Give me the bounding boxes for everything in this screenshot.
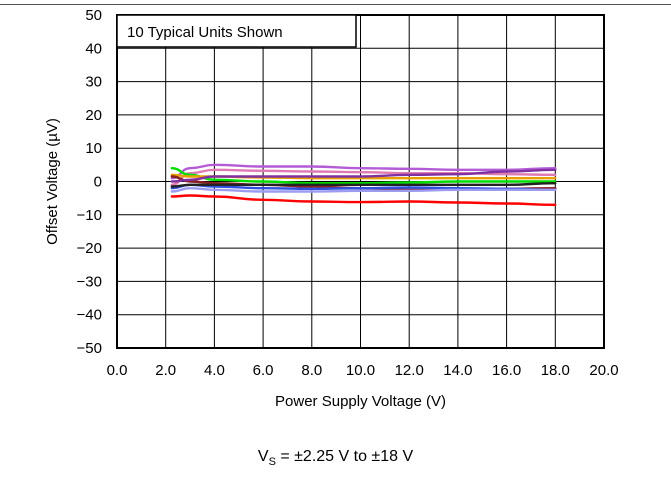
- y-tick-label: 20: [85, 107, 102, 124]
- series-line-8: [170, 187, 557, 193]
- y-tick-label: −40: [77, 307, 102, 324]
- top-rule: [0, 4, 671, 5]
- y-tick-label: 40: [85, 40, 102, 57]
- y-axis-label: Offset Voltage (µV): [44, 118, 61, 245]
- x-tick-label: 18.0: [541, 362, 570, 379]
- y-tick-label: −10: [77, 207, 102, 224]
- x-tick-label: 0.0: [107, 362, 128, 379]
- y-tick-label: 0: [94, 174, 102, 191]
- annotation-text: 10 Typical Units Shown: [127, 24, 283, 41]
- series-line-1: [170, 194, 557, 206]
- series-lines: [170, 163, 557, 206]
- annotation-box: 10 Typical Units Shown: [116, 14, 357, 48]
- series-line-5: [170, 173, 557, 180]
- y-tick-labels: −50 −40 −30 −20 −10 0 10 20 30 40 50: [77, 7, 102, 357]
- series-line-10: [170, 182, 557, 188]
- x-tick-label: 12.0: [395, 362, 424, 379]
- x-tick-label: 6.0: [253, 362, 274, 379]
- x-tick-label: 14.0: [443, 362, 472, 379]
- x-tick-label: 10.0: [346, 362, 375, 379]
- offset-voltage-chart: 10 Typical Units Shown 0.0 2.0 4.0 6.0 8.0 10…: [44, 7, 619, 410]
- x-axis-label: Power Supply Voltage (V): [275, 393, 446, 410]
- y-tick-label: 30: [85, 74, 102, 91]
- series-line-9: [170, 168, 557, 183]
- series-line-2: [170, 163, 557, 180]
- supply-voltage-note: VS = ±2.25 V to ±18 V: [0, 448, 671, 468]
- footnote-suffix: = ±2.25 V to ±18 V: [275, 448, 414, 465]
- x-tick-label: 8.0: [301, 362, 322, 379]
- x-tick-label: 16.0: [492, 362, 521, 379]
- x-tick-label: 4.0: [204, 362, 225, 379]
- y-tick-label: −20: [77, 240, 102, 257]
- x-tick-label: 2.0: [155, 362, 176, 379]
- footnote-prefix: V: [257, 448, 269, 465]
- plot-frame: [116, 14, 605, 349]
- y-tick-label: 10: [85, 140, 102, 157]
- y-tick-label: −50: [77, 340, 102, 357]
- x-tick-labels: 0.0 2.0 4.0 6.0 8.0 10.0 12.0 14.0 16.0 18.0 20.0: [107, 362, 619, 379]
- x-tick-label: 20.0: [589, 362, 618, 379]
- y-tick-label: 50: [85, 7, 102, 24]
- footnote-subscript: S: [268, 456, 276, 469]
- y-tick-label: −30: [77, 273, 102, 290]
